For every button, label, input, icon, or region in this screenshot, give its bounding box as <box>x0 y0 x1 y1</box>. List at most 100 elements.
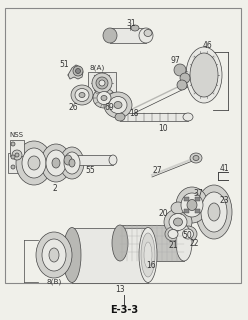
Bar <box>110 28 146 43</box>
Ellipse shape <box>75 68 81 74</box>
Text: 27: 27 <box>152 165 162 174</box>
Bar <box>184 197 189 201</box>
Text: 22: 22 <box>189 238 199 247</box>
Ellipse shape <box>41 144 71 182</box>
Ellipse shape <box>60 147 84 179</box>
Bar <box>120 225 184 261</box>
Ellipse shape <box>183 113 193 121</box>
Text: 13: 13 <box>115 284 125 293</box>
Ellipse shape <box>93 88 115 108</box>
Ellipse shape <box>11 155 15 159</box>
Bar <box>8 153 30 173</box>
Text: 16: 16 <box>146 260 156 269</box>
Ellipse shape <box>114 101 122 108</box>
Ellipse shape <box>109 155 117 165</box>
Text: E-3-3: E-3-3 <box>110 305 138 315</box>
Ellipse shape <box>75 89 89 101</box>
Ellipse shape <box>28 156 40 170</box>
Ellipse shape <box>104 92 132 118</box>
Text: NSS: NSS <box>9 132 23 138</box>
Text: 50: 50 <box>182 230 192 239</box>
Ellipse shape <box>63 228 81 283</box>
Ellipse shape <box>181 193 203 217</box>
Bar <box>10 140 24 156</box>
Ellipse shape <box>49 248 59 262</box>
Ellipse shape <box>176 187 208 223</box>
Ellipse shape <box>190 53 218 97</box>
Ellipse shape <box>99 80 105 86</box>
Ellipse shape <box>168 229 178 238</box>
Ellipse shape <box>109 97 127 114</box>
Ellipse shape <box>180 73 190 83</box>
Ellipse shape <box>101 95 107 100</box>
Ellipse shape <box>71 85 93 105</box>
Ellipse shape <box>144 29 152 36</box>
Ellipse shape <box>42 239 66 271</box>
Ellipse shape <box>190 153 202 163</box>
Ellipse shape <box>139 228 157 283</box>
Ellipse shape <box>174 64 186 76</box>
Ellipse shape <box>69 159 75 167</box>
Ellipse shape <box>52 158 60 168</box>
Ellipse shape <box>186 47 222 103</box>
Ellipse shape <box>141 233 155 277</box>
Bar <box>120 113 188 121</box>
Ellipse shape <box>112 225 128 261</box>
Ellipse shape <box>139 28 153 43</box>
Ellipse shape <box>22 148 46 178</box>
Ellipse shape <box>64 155 72 165</box>
Text: 10: 10 <box>158 124 168 132</box>
Text: 41: 41 <box>219 164 229 172</box>
Text: 97: 97 <box>170 55 180 65</box>
Text: 51: 51 <box>59 60 69 68</box>
Bar <box>184 209 189 213</box>
Ellipse shape <box>12 150 22 160</box>
Ellipse shape <box>179 226 197 242</box>
Ellipse shape <box>96 77 108 89</box>
Ellipse shape <box>193 156 199 161</box>
Bar <box>72 228 148 283</box>
Ellipse shape <box>46 150 66 176</box>
Text: 8(A): 8(A) <box>89 65 105 71</box>
Bar <box>88 72 116 94</box>
Text: 20: 20 <box>158 209 168 218</box>
Ellipse shape <box>64 152 80 174</box>
Text: 31: 31 <box>126 19 136 28</box>
Ellipse shape <box>92 73 112 93</box>
Ellipse shape <box>73 66 83 76</box>
Ellipse shape <box>164 209 192 235</box>
Polygon shape <box>68 65 83 79</box>
Ellipse shape <box>36 232 72 278</box>
Text: 8(B): 8(B) <box>46 279 62 285</box>
Ellipse shape <box>201 192 227 232</box>
Ellipse shape <box>15 153 19 157</box>
Bar <box>68 155 113 165</box>
Bar <box>5 8 241 283</box>
Ellipse shape <box>11 142 15 146</box>
Ellipse shape <box>196 185 232 239</box>
Ellipse shape <box>176 225 192 261</box>
Ellipse shape <box>169 213 187 230</box>
Text: 23: 23 <box>219 196 229 204</box>
Text: 2: 2 <box>53 183 57 193</box>
Ellipse shape <box>177 80 187 90</box>
Text: 26: 26 <box>68 102 78 111</box>
Ellipse shape <box>144 242 152 268</box>
Text: 69: 69 <box>104 102 114 111</box>
Ellipse shape <box>131 25 139 31</box>
Ellipse shape <box>174 218 183 226</box>
Bar <box>195 209 200 213</box>
Text: 18: 18 <box>129 108 139 117</box>
Ellipse shape <box>187 199 197 211</box>
Ellipse shape <box>103 28 117 43</box>
Ellipse shape <box>183 229 193 239</box>
Ellipse shape <box>208 203 220 221</box>
Text: 46: 46 <box>203 41 213 50</box>
Bar <box>195 197 200 201</box>
Ellipse shape <box>16 141 52 185</box>
Ellipse shape <box>165 227 181 241</box>
Text: 37: 37 <box>193 188 203 197</box>
Text: 21: 21 <box>168 241 178 250</box>
Ellipse shape <box>115 113 125 121</box>
Ellipse shape <box>97 92 111 105</box>
